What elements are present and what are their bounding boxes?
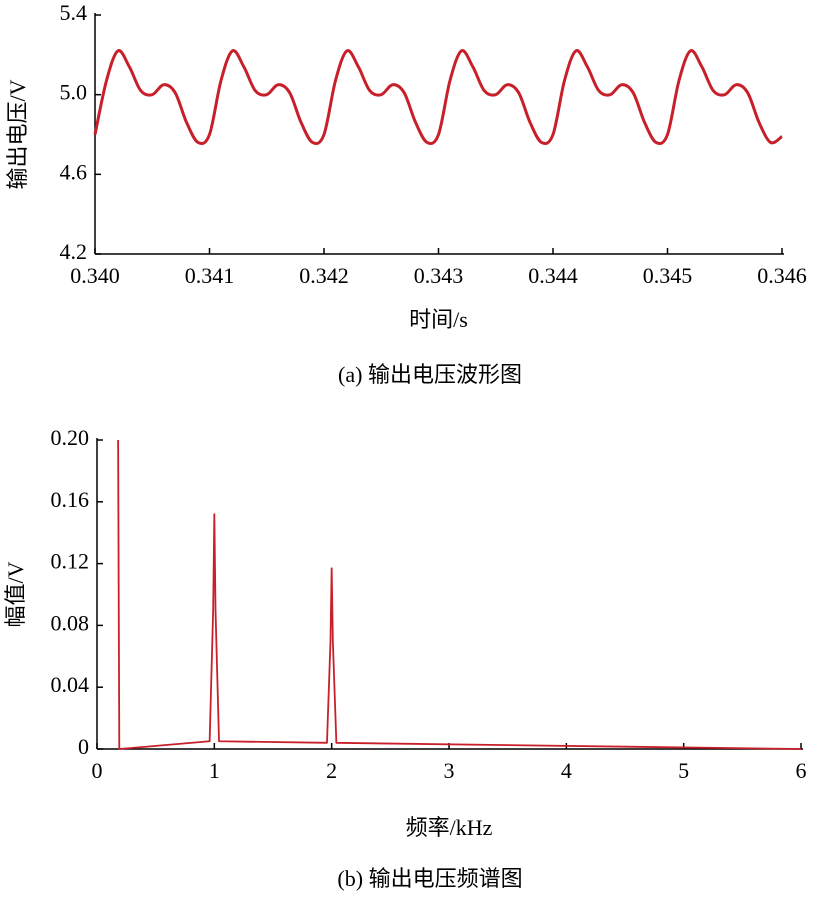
y-tick-label: 0.20	[51, 425, 90, 450]
data-line	[93, 49, 783, 146]
caption: (b) 输出电压频谱图	[337, 866, 522, 891]
y-tick-label: 5.4	[60, 0, 88, 25]
x-tick-label: 0.340	[70, 263, 120, 288]
x-tick-label: 0	[92, 758, 103, 783]
x-tick-label: 6	[796, 758, 807, 783]
y-axis-label: 输出电压/V	[5, 79, 30, 189]
x-tick-label: 4	[561, 758, 572, 783]
x-tick-label: 5	[678, 758, 689, 783]
x-axis-label: 频率/kHz	[406, 815, 493, 840]
x-tick-label: 0.345	[643, 263, 693, 288]
x-tick-label: 0.343	[414, 263, 464, 288]
x-tick-label: 0.344	[528, 263, 578, 288]
x-tick-label: 0.341	[185, 263, 235, 288]
y-axis-label: 幅值/V	[3, 561, 28, 627]
data-line	[117, 439, 802, 750]
y-tick-label: 5.0	[60, 80, 88, 105]
x-tick-label: 3	[444, 758, 455, 783]
x-tick-label: 1	[209, 758, 220, 783]
y-tick-label: 0.08	[51, 610, 90, 635]
x-tick-label: 0.342	[299, 263, 349, 288]
caption: (a) 输出电压波形图	[338, 362, 522, 387]
y-tick-label: 0	[78, 734, 89, 759]
y-tick-label: 0.04	[51, 672, 90, 697]
x-tick-label: 0.346	[757, 263, 807, 288]
x-axis-label: 时间/s	[409, 307, 468, 332]
y-tick-label: 4.2	[60, 239, 88, 264]
y-tick-label: 4.6	[60, 159, 88, 184]
y-tick-label: 0.12	[51, 549, 90, 574]
x-tick-label: 2	[326, 758, 337, 783]
y-tick-label: 0.16	[51, 487, 90, 512]
